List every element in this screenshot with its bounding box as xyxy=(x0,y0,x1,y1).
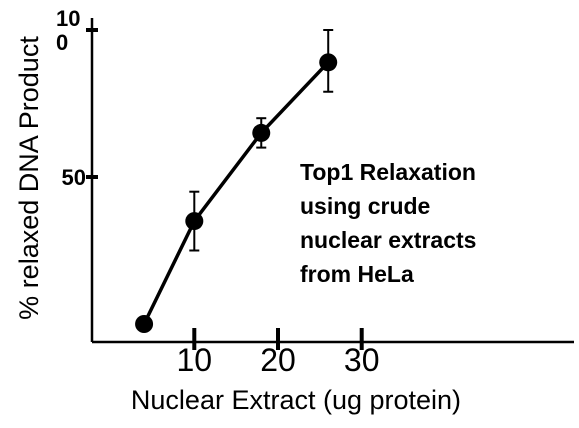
x-tick-label: 30 xyxy=(344,342,380,378)
x-ticks: 10 20 30 xyxy=(177,328,380,378)
y-tick-label: 50 xyxy=(62,165,86,190)
annotation-line: using crude xyxy=(300,193,430,219)
data-point xyxy=(135,315,154,333)
data-point xyxy=(319,53,338,72)
annotation-line: Top1 Relaxation xyxy=(300,159,476,185)
y-ticks: 50 10 0 xyxy=(56,6,98,190)
x-tick-label: 10 xyxy=(177,342,213,378)
data-point xyxy=(252,123,271,142)
x-axis-label: Nuclear Extract (ug protein) xyxy=(131,385,461,415)
data-point xyxy=(185,212,204,231)
y-tick-label: 10 0 xyxy=(56,6,80,55)
axes xyxy=(90,18,574,344)
annotation-line: from HeLa xyxy=(300,261,414,287)
y-axis-label: % relaxed DNA Product xyxy=(14,36,44,320)
series-line xyxy=(142,60,330,326)
annotation: Top1 Relaxation using crude nuclear extrac… xyxy=(300,159,476,287)
data-series xyxy=(135,29,338,333)
annotation-line: nuclear extracts xyxy=(300,227,476,253)
x-tick-label: 20 xyxy=(260,342,296,378)
